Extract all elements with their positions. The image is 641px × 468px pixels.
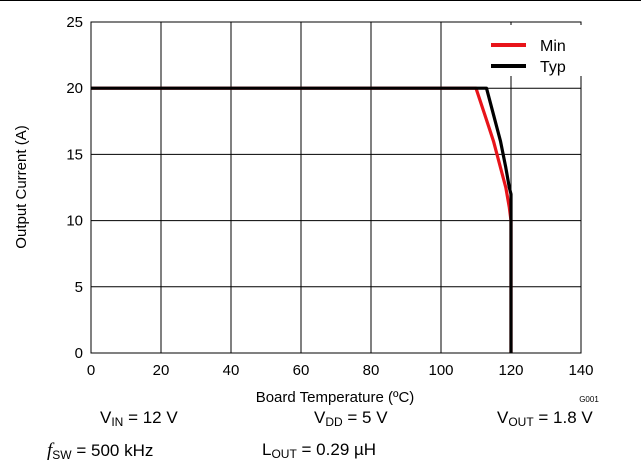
legend-label-min: Min (540, 38, 566, 55)
x-tick-label: 20 (153, 362, 170, 379)
plot-frame (90, 21, 582, 354)
condition-vin: VIN = 12 V (100, 408, 178, 429)
y-tick-label: 20 (66, 80, 83, 97)
legend: Min Typ (477, 25, 587, 76)
x-tick-label: 100 (428, 362, 453, 379)
legend-label-typ: Typ (540, 59, 566, 76)
tick-labels: 0 20 40 60 80 100 120 140 0 5 10 15 20 25 (66, 14, 593, 379)
series-layer (91, 86, 513, 353)
condition-lout: LOUT = 0.29 µH (262, 440, 377, 461)
legend-box (477, 25, 587, 76)
y-axis-label: Output Current (A) (13, 125, 30, 248)
x-tick-label: 80 (363, 362, 380, 379)
x-tick-label: 60 (293, 362, 310, 379)
figure-code: G001 (579, 395, 599, 404)
y-tick-label: 10 (66, 213, 83, 230)
x-tick-label: 40 (223, 362, 240, 379)
y-tick-label: 5 (75, 279, 83, 296)
condition-fsw: fSW = 500 kHz (47, 440, 154, 462)
x-tick-label: 140 (568, 362, 593, 379)
y-tick-label: 0 (75, 345, 83, 362)
condition-vdd: VDD = 5 V (314, 408, 388, 429)
y-tick-label: 15 (66, 146, 83, 163)
x-tick-label: 0 (87, 362, 95, 379)
condition-vout: VOUT = 1.8 V (497, 408, 593, 429)
series-line-typ (91, 86, 513, 353)
y-tick-label: 25 (66, 14, 83, 31)
x-axis-label: Board Temperature (ºC) (256, 389, 415, 406)
x-tick-label: 120 (498, 362, 523, 379)
